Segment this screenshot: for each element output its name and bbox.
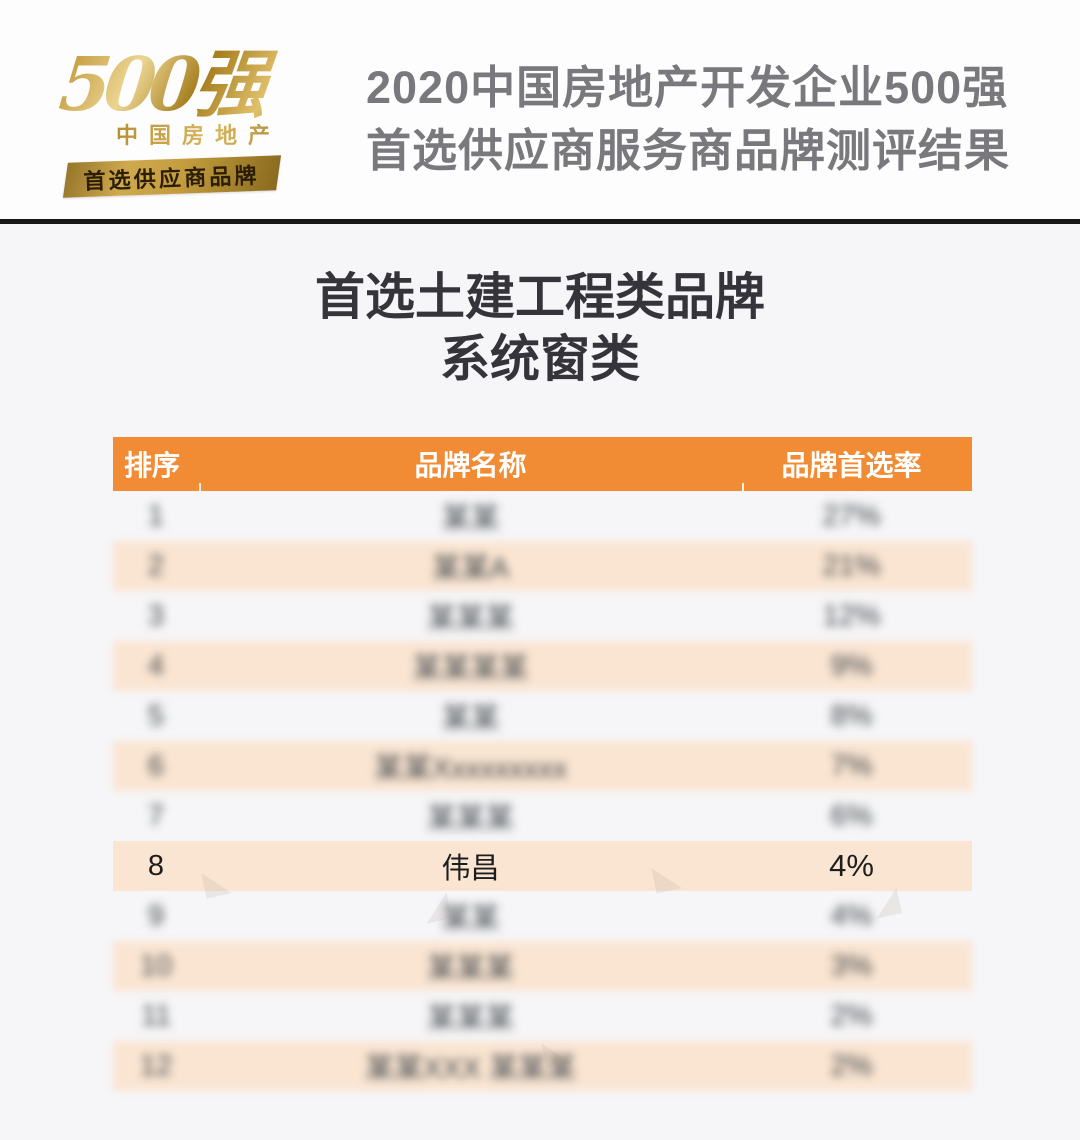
cell-rank: 1	[147, 499, 165, 532]
table-row: 7 某某某 6%	[113, 791, 972, 841]
table-body: 1 某某 27% 2 某某A 21% 3 某某某 12% 4 某某某某 9% 5 某某 8% 6 某某Xxxxx…	[113, 491, 972, 1091]
brand-ranking-table: 排序 品牌名称 品牌首选率 1 某某 27% 2 某某A 21% 3 某某某 12% 4 某某某某 9…	[113, 437, 972, 1091]
cell-rate: 8%	[830, 699, 873, 732]
table-row: 10 某某某 3%	[113, 941, 972, 991]
table-row: 11 某某某 2%	[113, 991, 972, 1041]
cell-name: 某某A	[431, 553, 510, 585]
cell-rate: 3%	[830, 949, 873, 982]
logo-banner-label: 首选供应商品牌	[83, 162, 261, 194]
column-header-preference-rate: 品牌首选率	[781, 450, 922, 481]
table-row: 4 某某某某 9%	[113, 641, 972, 691]
table-row: 12 某某XXX 某某某 2%	[113, 1041, 972, 1091]
table-header-row: 排序 品牌名称 品牌首选率	[113, 437, 972, 491]
cell-rank: 6	[147, 749, 165, 782]
cell-rate: 4%	[829, 848, 874, 883]
cell-rank: 7	[147, 799, 165, 832]
cell-rate: 27%	[822, 499, 881, 532]
header-column-separator	[742, 483, 744, 491]
section-title-line1: 首选土建工程类品牌	[315, 269, 765, 325]
table-row: 1 某某 27%	[113, 491, 972, 541]
column-header-rank: 排序	[124, 450, 181, 481]
column-header-brand-name: 品牌名称	[414, 450, 527, 481]
cell-rank: 12	[139, 1049, 173, 1082]
table-row: 3 某某某 12%	[113, 591, 972, 641]
logo-gold-banner: 首选供应商品牌	[62, 155, 282, 198]
horizontal-divider	[0, 219, 1080, 224]
cell-rank: 2	[147, 549, 165, 582]
table-row: 2 某某A 21%	[113, 541, 972, 591]
cell-name: 伟昌	[441, 853, 500, 885]
header-column-separator	[199, 483, 201, 491]
section-title-line2: 系统窗类	[440, 331, 640, 387]
top-band: 500强 中国房地产 首选供应商品牌 2020中国房地产开发企业500强 首选供…	[0, 0, 1080, 219]
cell-name: 某某	[441, 903, 500, 935]
page-title: 2020中国房地产开发企业500强 首选供应商服务商品牌测评结果	[366, 56, 1010, 182]
cell-rank: 5	[147, 699, 165, 732]
cell-name: 某某某	[426, 603, 514, 635]
table-row: 6 某某Xxxxxxxxx 7%	[113, 741, 972, 791]
cell-name: 某某某	[426, 953, 514, 985]
logo-500qiang: 500强 中国房地产 首选供应商品牌	[55, 42, 310, 198]
logo-subtitle: 中国房地产	[116, 118, 310, 150]
cell-name: 某某	[441, 703, 500, 735]
cell-name: 某某某	[426, 803, 514, 835]
cell-rank: 4	[147, 649, 165, 682]
cell-name: 某某某某	[412, 653, 529, 685]
page-title-line2: 首选供应商服务商品牌测评结果	[366, 125, 1011, 176]
cell-rank: 8	[147, 849, 165, 882]
cell-name: 某某某	[426, 1003, 514, 1035]
cell-rate: 2%	[830, 999, 873, 1032]
cell-rate: 21%	[822, 549, 881, 582]
cell-rate: 4%	[830, 899, 873, 932]
cell-rate: 7%	[830, 749, 873, 782]
cell-name: 某某Xxxxxxxxx	[373, 753, 568, 785]
table-row: 8 伟昌 4%	[113, 841, 972, 891]
cell-name: 某某	[441, 503, 500, 535]
cell-name: 某某XXX 某某某	[364, 1053, 577, 1085]
cell-rank: 9	[147, 899, 165, 932]
logo-500-text: 500强	[55, 42, 314, 128]
cell-rank: 10	[139, 949, 173, 982]
page-title-line1: 2020中国房地产开发企业500强	[366, 62, 1009, 113]
section-title: 首选土建工程类品牌 系统窗类	[0, 266, 1080, 390]
cell-rate: 9%	[830, 649, 873, 682]
cell-rate: 6%	[830, 799, 873, 832]
cell-rank: 3	[147, 599, 165, 632]
table-row: 9 某某 4%	[113, 891, 972, 941]
table-row: 5 某某 8%	[113, 691, 972, 741]
cell-rate: 12%	[822, 599, 881, 632]
cell-rate: 2%	[830, 1049, 873, 1082]
cell-rank: 11	[140, 999, 172, 1032]
